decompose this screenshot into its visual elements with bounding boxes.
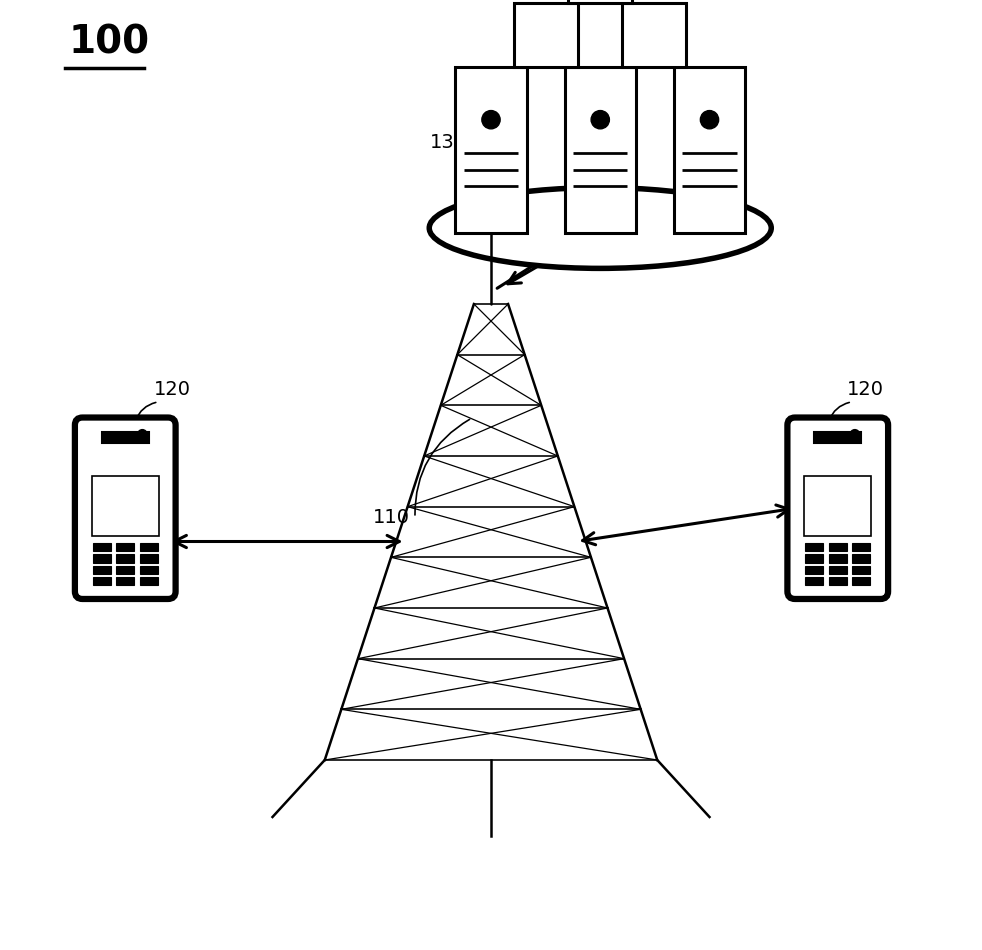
Text: 100: 100 — [69, 24, 149, 62]
Text: 120: 120 — [847, 380, 884, 399]
Bar — [92, 566, 111, 574]
Bar — [569, 0, 632, 3]
Text: 130: 130 — [430, 133, 467, 152]
Bar — [852, 542, 870, 551]
Circle shape — [137, 429, 147, 439]
Bar — [814, 431, 861, 443]
Bar — [829, 578, 846, 585]
Bar — [92, 542, 111, 551]
Bar — [92, 554, 111, 562]
Text: 120: 120 — [154, 380, 191, 399]
Bar — [852, 578, 870, 585]
Bar — [805, 542, 824, 551]
Bar — [805, 554, 824, 562]
Bar — [805, 566, 824, 574]
Circle shape — [482, 110, 500, 129]
Bar — [139, 554, 158, 562]
Bar — [456, 66, 526, 233]
FancyBboxPatch shape — [75, 418, 176, 598]
Bar — [102, 431, 148, 443]
Bar — [805, 578, 824, 585]
Bar — [804, 476, 871, 536]
Bar — [139, 578, 158, 585]
Bar — [565, 66, 636, 233]
Bar — [92, 476, 159, 536]
Bar — [514, 4, 578, 66]
Circle shape — [591, 110, 610, 129]
Bar — [829, 542, 846, 551]
Circle shape — [700, 110, 719, 129]
Bar — [116, 578, 135, 585]
Bar — [623, 4, 686, 66]
FancyBboxPatch shape — [788, 418, 888, 598]
Bar — [852, 566, 870, 574]
Bar — [139, 566, 158, 574]
Bar — [116, 542, 135, 551]
Circle shape — [850, 429, 859, 439]
Bar — [829, 566, 846, 574]
Bar — [116, 554, 135, 562]
Bar — [139, 542, 158, 551]
Bar — [852, 554, 870, 562]
Bar — [116, 566, 135, 574]
Text: 110: 110 — [373, 508, 410, 527]
Bar — [92, 578, 111, 585]
Ellipse shape — [429, 188, 771, 268]
Bar — [829, 554, 846, 562]
Bar — [674, 66, 745, 233]
